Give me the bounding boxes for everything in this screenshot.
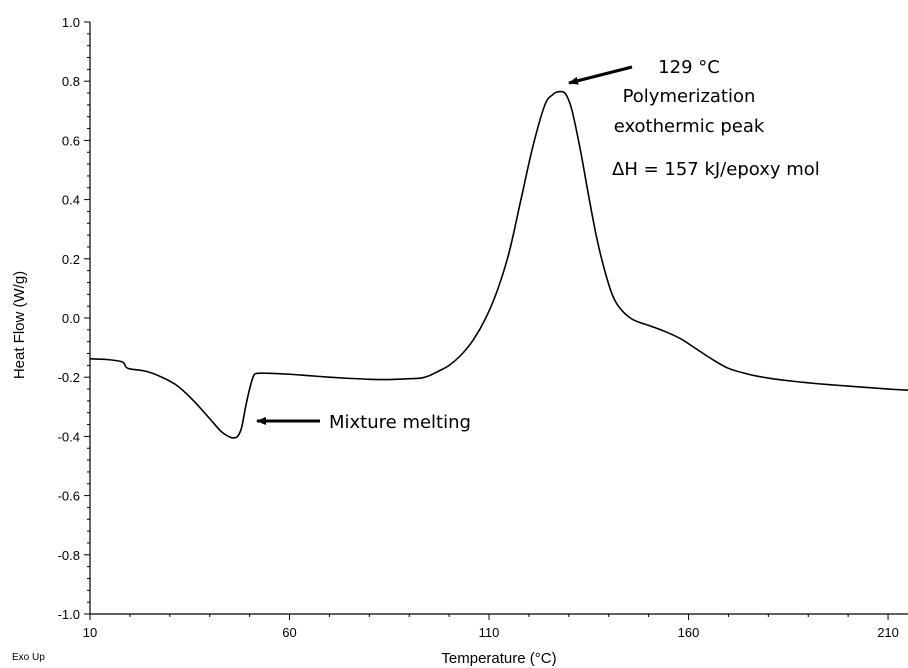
y-tick-label: 0.2 xyxy=(62,252,80,267)
y-tick-label: 0.6 xyxy=(62,133,80,148)
y-tick-label: -0.2 xyxy=(58,370,80,385)
y-tick-label: 0.0 xyxy=(62,311,80,326)
y-tick-label: 0.8 xyxy=(62,74,80,89)
peak-temperature-label: 129 °C xyxy=(658,57,720,78)
y-axis-ticks: -1.0 -0.8 -0.6 -0.4 -0.2 0.0 0.2 0.4 0.6 0.8 1.0 xyxy=(58,15,90,622)
y-tick-label: -1.0 xyxy=(58,607,80,622)
heat-flow-curve xyxy=(89,90,908,439)
x-tick-label: 10 xyxy=(83,625,97,640)
y-tick-label: 1.0 xyxy=(62,15,80,30)
exothermic-peak-label: exothermic peak xyxy=(614,116,765,137)
y-tick-label: -0.4 xyxy=(58,429,80,444)
x-axis-title: Temperature (°C) xyxy=(441,650,556,667)
x-tick-label: 210 xyxy=(877,625,899,640)
polymerization-label: Polymerization xyxy=(623,86,756,107)
y-tick-label: 0.4 xyxy=(62,193,80,208)
exo-up-label: Exo Up xyxy=(12,652,45,663)
peak-arrow xyxy=(568,65,633,85)
enthalpy-label: ΔH = 157 kJ/epoxy mol xyxy=(612,159,820,180)
x-tick-label: 110 xyxy=(479,625,500,640)
x-tick-label: 160 xyxy=(678,625,700,640)
y-tick-label: -0.6 xyxy=(58,489,80,504)
mixture-melting-label: Mixture melting xyxy=(329,412,471,433)
y-axis-title: Heat Flow (W/g) xyxy=(11,271,28,379)
x-tick-label: 60 xyxy=(282,625,296,640)
x-axis-ticks: 10 60 110 160 210 xyxy=(83,614,899,640)
y-tick-label: -0.8 xyxy=(58,548,80,563)
